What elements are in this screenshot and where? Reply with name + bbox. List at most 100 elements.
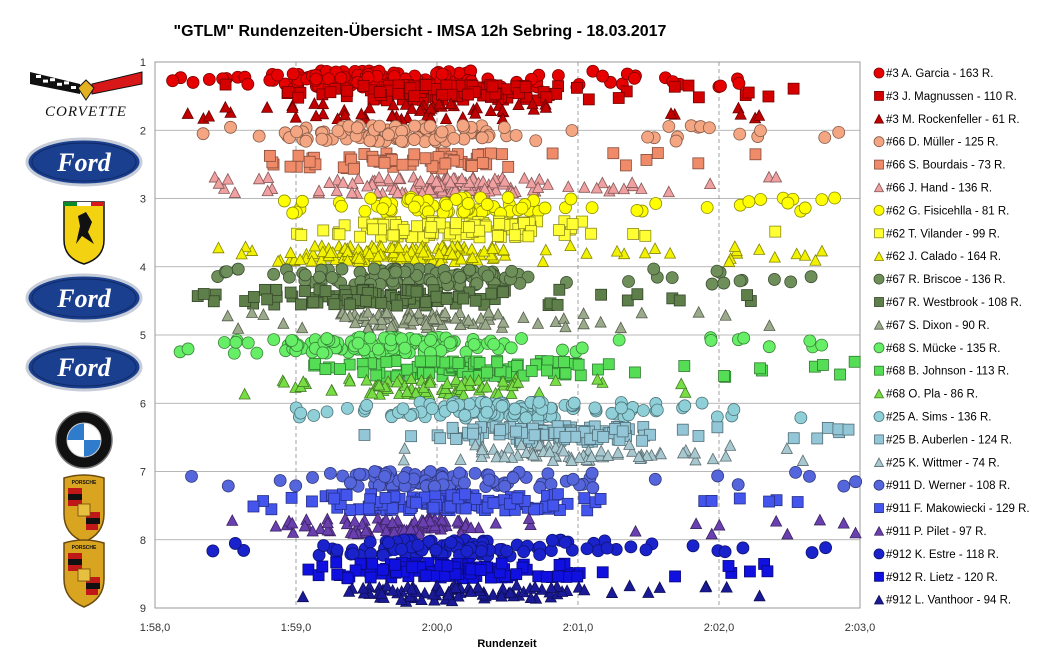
data-point — [531, 317, 545, 329]
legend-entry: #67 R. Briscoe - 136 R. — [886, 274, 1006, 286]
data-point — [341, 572, 354, 585]
data-point — [411, 220, 423, 233]
data-point — [432, 151, 445, 163]
data-point — [349, 316, 362, 329]
data-point — [322, 72, 336, 86]
data-point — [769, 514, 783, 527]
data-point — [440, 198, 453, 212]
data-point — [317, 539, 331, 552]
legend-entry: #912 K. Estre - 118 R. — [886, 549, 999, 561]
data-point — [316, 560, 329, 573]
data-point — [597, 431, 610, 443]
data-point — [321, 523, 334, 536]
data-point — [389, 265, 403, 279]
legend-marker — [873, 67, 885, 79]
data-point — [517, 311, 530, 323]
data-point — [496, 374, 510, 387]
data-point — [221, 309, 234, 322]
data-point — [815, 193, 829, 207]
data-point — [212, 241, 225, 254]
data-point — [347, 526, 360, 539]
y-axis-ticks: 1 2 3 4 5 6 7 8 9 — [140, 57, 146, 615]
data-point — [617, 182, 631, 195]
data-point — [596, 176, 609, 189]
data-point — [196, 127, 210, 141]
data-point — [471, 580, 485, 593]
data-point — [815, 244, 829, 257]
data-point — [480, 380, 493, 393]
data-point — [423, 376, 437, 388]
data-point — [363, 535, 377, 549]
data-point — [328, 298, 341, 311]
x-axis-label: Rundenzeit — [477, 638, 537, 650]
data-point — [566, 472, 580, 486]
data-point — [277, 375, 291, 388]
data-point — [703, 177, 717, 190]
data-point — [596, 69, 609, 83]
data-point — [732, 76, 746, 90]
data-point — [818, 131, 832, 144]
data-point — [487, 497, 500, 509]
data-point — [451, 514, 464, 527]
data-point — [378, 470, 392, 483]
corvette-logo: CORVETTE — [30, 71, 143, 120]
data-point — [532, 395, 546, 409]
y-tick-label: 4 — [140, 262, 146, 274]
data-point — [819, 541, 832, 555]
data-point — [686, 539, 700, 553]
data-point — [565, 454, 578, 466]
legend-marker — [873, 251, 885, 261]
data-point — [623, 579, 636, 592]
data-point — [343, 374, 357, 387]
data-point — [553, 224, 565, 236]
data-point — [355, 107, 368, 120]
data-point — [506, 471, 520, 485]
data-point — [247, 500, 260, 513]
data-point — [413, 527, 426, 540]
data-point — [303, 155, 316, 168]
series-points — [221, 305, 776, 334]
y-tick-label: 5 — [140, 330, 146, 342]
data-point — [391, 186, 404, 198]
data-point — [363, 331, 377, 345]
data-point — [763, 319, 776, 331]
data-point — [241, 336, 255, 350]
data-point — [460, 544, 474, 558]
data-point — [458, 476, 471, 490]
legend-marker — [873, 457, 885, 467]
data-point — [711, 421, 724, 434]
data-point — [285, 491, 298, 504]
data-point — [376, 202, 390, 216]
data-point — [441, 559, 454, 572]
data-point — [356, 581, 370, 594]
data-point — [505, 264, 519, 278]
data-point — [444, 536, 458, 549]
data-point — [380, 306, 393, 318]
data-point — [457, 292, 470, 305]
data-point — [511, 376, 525, 388]
ford-logo: Ford — [25, 137, 143, 187]
series-points — [208, 170, 783, 199]
data-point — [367, 312, 380, 325]
data-point — [803, 469, 816, 483]
data-point — [261, 184, 274, 197]
legend-marker — [874, 434, 884, 445]
legend-marker — [873, 479, 885, 491]
series-points — [211, 262, 818, 292]
data-point — [769, 170, 783, 183]
data-point — [737, 331, 751, 345]
data-point — [482, 473, 496, 487]
data-point — [469, 438, 482, 451]
data-point — [427, 501, 440, 514]
data-point — [330, 556, 343, 569]
data-point — [267, 267, 281, 281]
data-point — [559, 320, 572, 333]
data-point — [217, 336, 231, 349]
data-point — [543, 445, 556, 458]
data-point — [649, 197, 663, 210]
data-point — [497, 315, 510, 328]
data-point — [299, 285, 311, 297]
data-point — [595, 288, 608, 301]
data-point — [502, 160, 515, 173]
data-point — [371, 520, 385, 533]
